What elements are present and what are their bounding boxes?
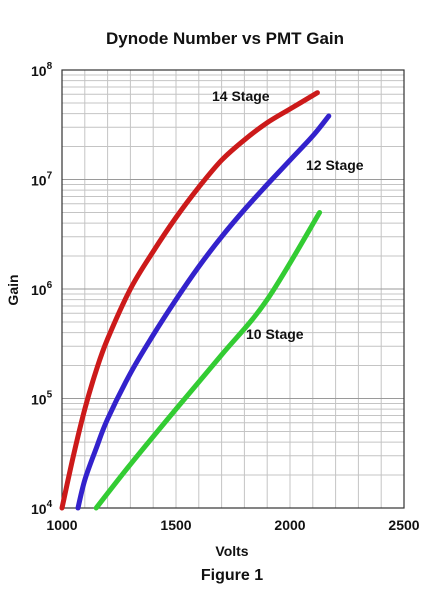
y-tick-label: 104 — [31, 499, 53, 517]
plot-frame — [61, 69, 405, 509]
series-line-10-stage — [93, 210, 323, 511]
series-label-10-stage: 10 Stage — [246, 326, 304, 342]
series-label-14-stage: 14 Stage — [212, 88, 270, 104]
series-line-12-stage — [75, 113, 332, 511]
x-ticks: 1000 1500 2000 2500 — [46, 517, 419, 533]
y-axis-label: Gain — [5, 274, 21, 305]
y-tick-label: 106 — [31, 280, 53, 298]
y-ticks: 104 105 106 107 108 — [31, 61, 53, 517]
x-axis-label: Volts — [215, 543, 248, 559]
x-tick-label: 1000 — [46, 517, 77, 533]
figure-caption: Figure 1 — [201, 567, 263, 584]
series-lines — [59, 90, 332, 511]
x-tick-label: 2000 — [274, 517, 305, 533]
y-tick-label: 107 — [31, 171, 53, 189]
series-label-12-stage: 12 Stage — [306, 157, 364, 173]
chart-title: Dynode Number vs PMT Gain — [106, 29, 344, 48]
series-line-14-stage — [59, 90, 320, 511]
x-tick-label: 2500 — [388, 517, 419, 533]
x-tick-label: 1500 — [160, 517, 191, 533]
y-tick-label: 105 — [31, 390, 53, 408]
y-tick-label: 108 — [31, 61, 53, 79]
grid — [62, 70, 404, 508]
